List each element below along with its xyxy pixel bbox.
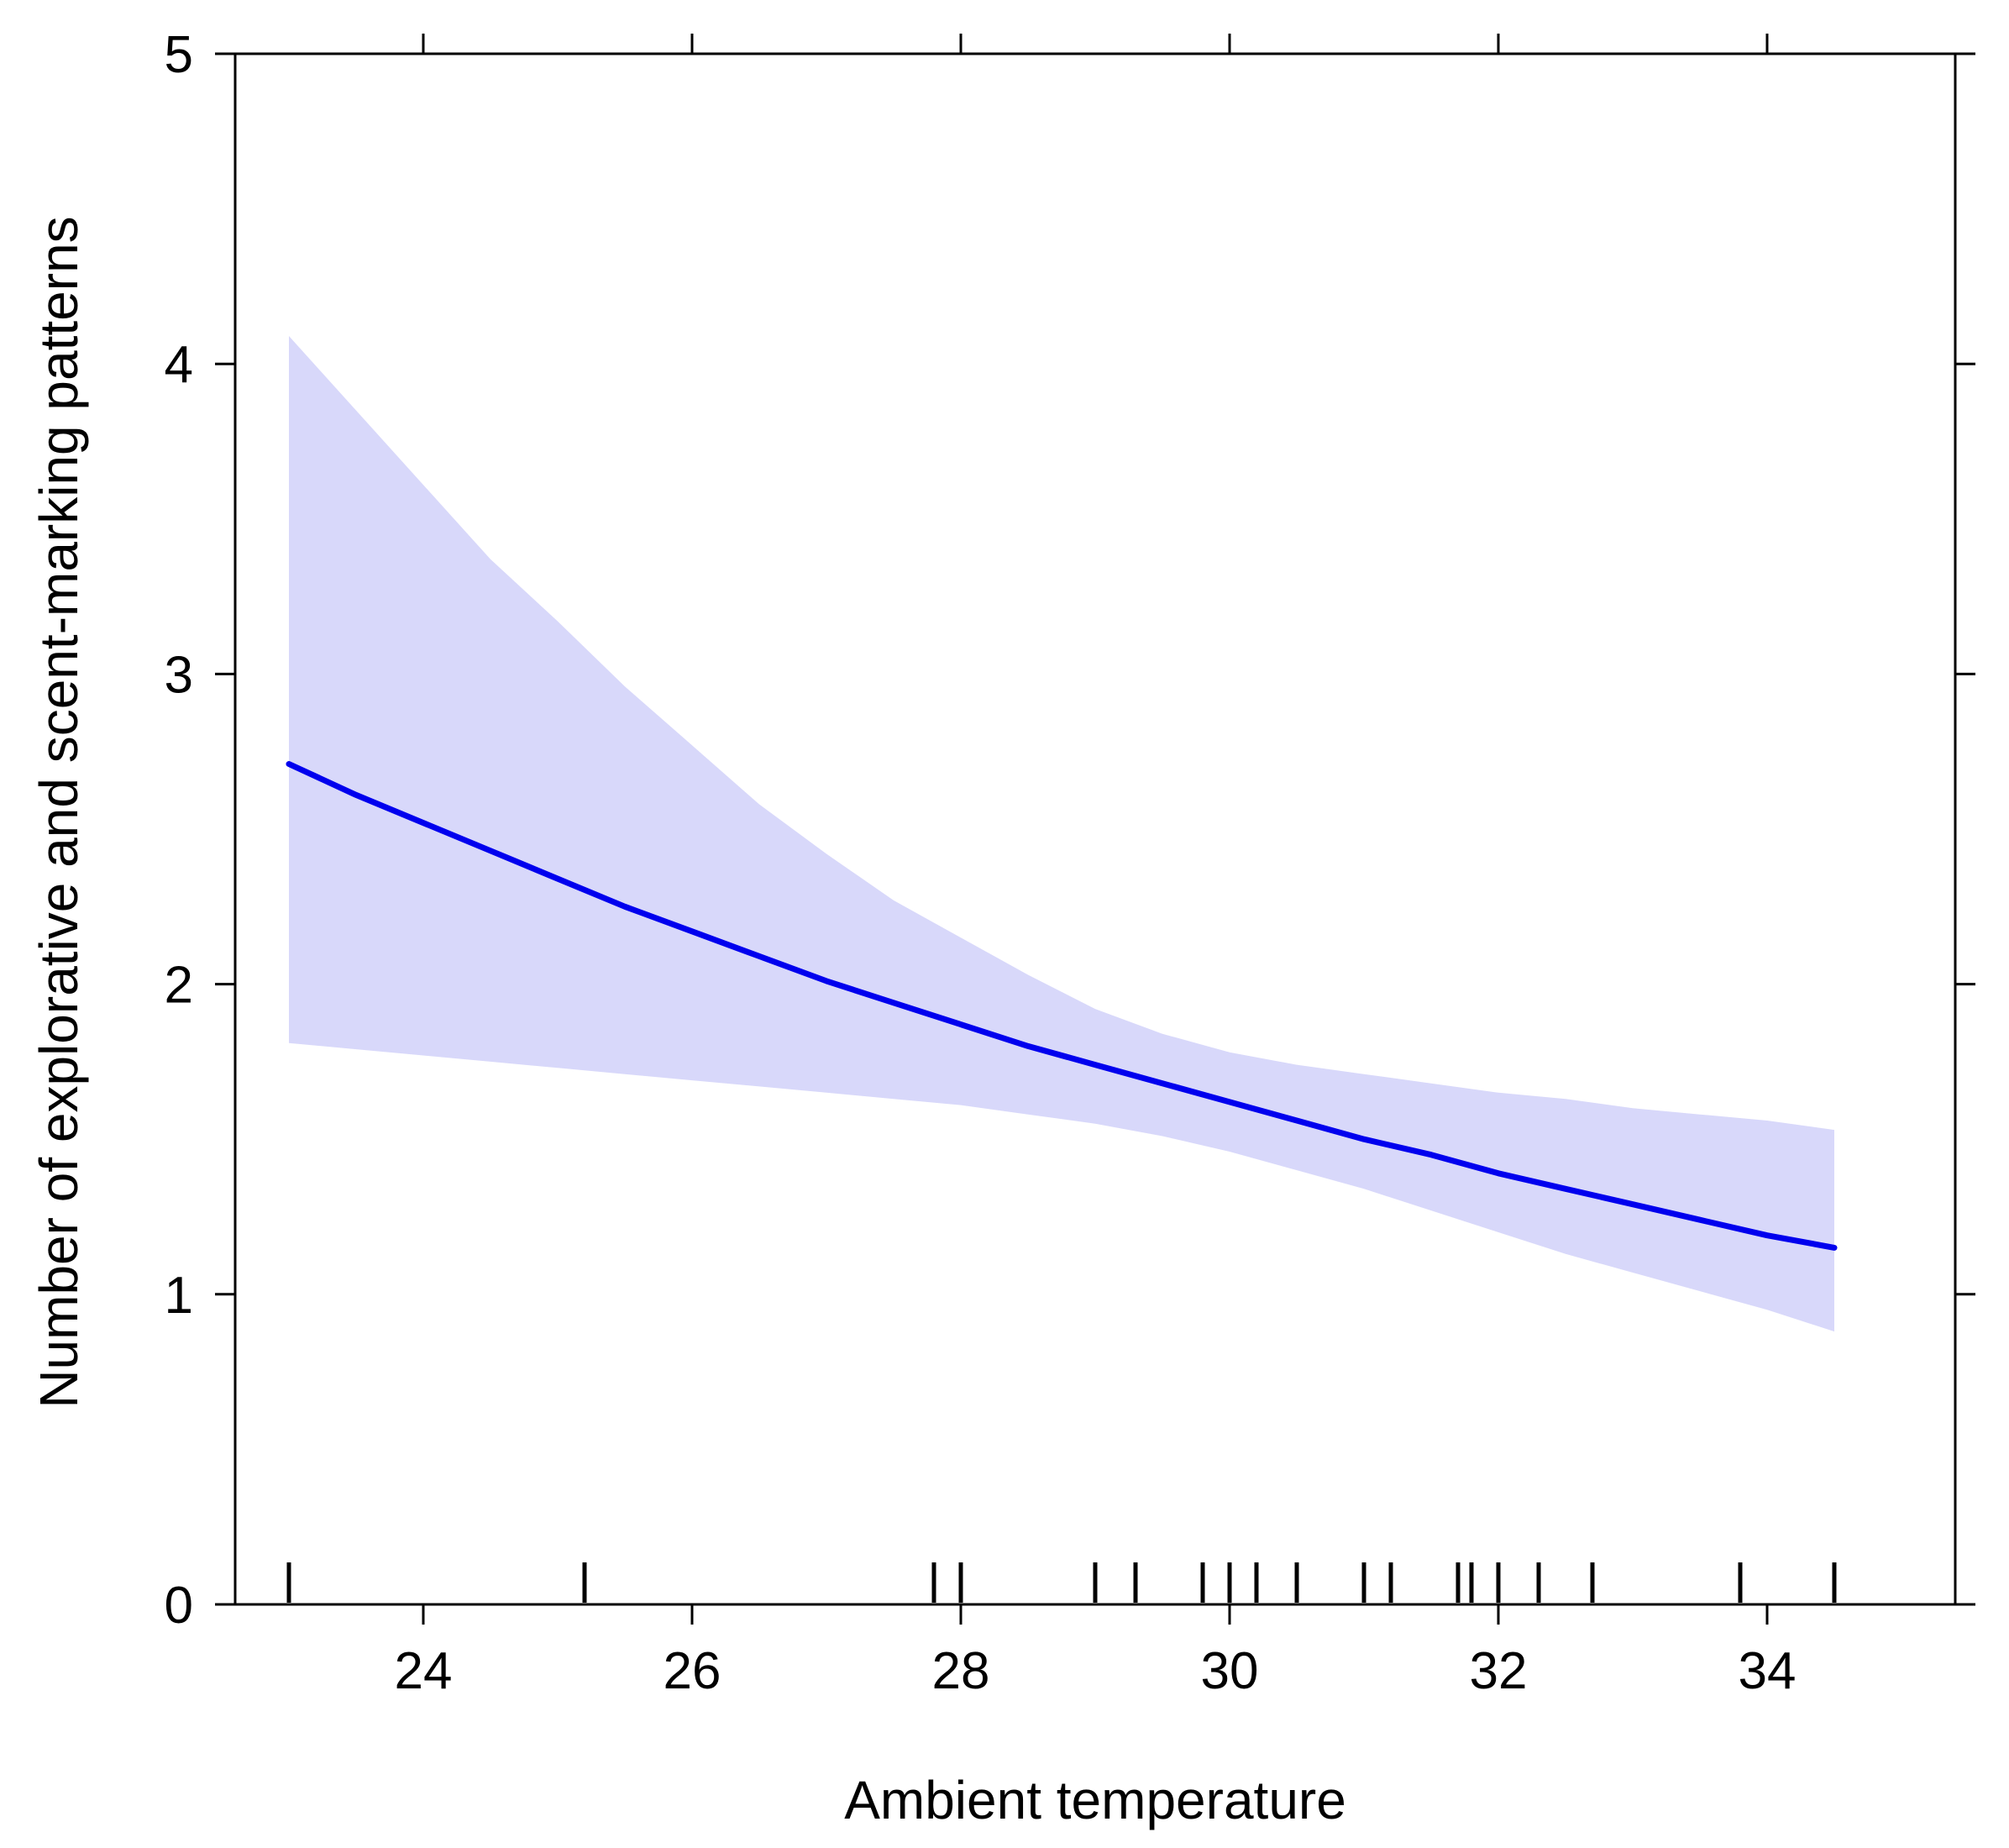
confidence-band-layer	[289, 336, 1834, 1332]
x-tick-label: 30	[1201, 1642, 1259, 1700]
x-tick-label: 24	[395, 1642, 453, 1700]
x-tick-label: 26	[664, 1642, 721, 1700]
plot-frame	[233, 52, 1957, 1606]
fitted-line-series-0	[286, 761, 1838, 1251]
y-tick-label: 2	[165, 957, 193, 1015]
y-tick-label: 5	[165, 26, 193, 84]
y-tick-label: 0	[165, 1577, 193, 1635]
y-tick-label: 4	[165, 336, 193, 394]
y-axis-title: Number of explorative and scent-marking …	[29, 216, 89, 1408]
fitted-line-layer	[286, 761, 1838, 1251]
x-axis-title: Ambient temperature	[844, 1770, 1346, 1830]
rug-layer	[286, 1562, 1837, 1603]
x-tick-label: 28	[932, 1642, 990, 1700]
confidence-band	[289, 336, 1834, 1332]
x-tick-label: 34	[1739, 1642, 1797, 1700]
y-tick-label: 1	[165, 1267, 193, 1325]
y-tick-label: 3	[165, 646, 193, 704]
x-tick-label: 32	[1470, 1642, 1528, 1700]
